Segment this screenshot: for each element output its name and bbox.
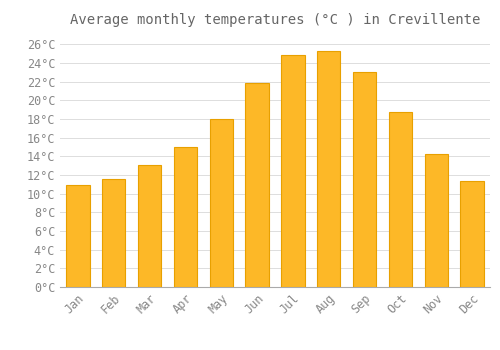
Bar bbox=[317, 51, 340, 287]
Bar bbox=[210, 119, 233, 287]
Bar bbox=[389, 112, 412, 287]
Title: Average monthly temperatures (°C ) in Crevillente: Average monthly temperatures (°C ) in Cr… bbox=[70, 13, 480, 27]
Bar bbox=[460, 181, 483, 287]
Bar bbox=[138, 165, 161, 287]
Bar bbox=[424, 154, 448, 287]
Bar bbox=[174, 147, 197, 287]
Bar bbox=[282, 55, 304, 287]
Bar bbox=[353, 72, 376, 287]
Bar bbox=[246, 83, 268, 287]
Bar bbox=[66, 185, 90, 287]
Bar bbox=[102, 179, 126, 287]
